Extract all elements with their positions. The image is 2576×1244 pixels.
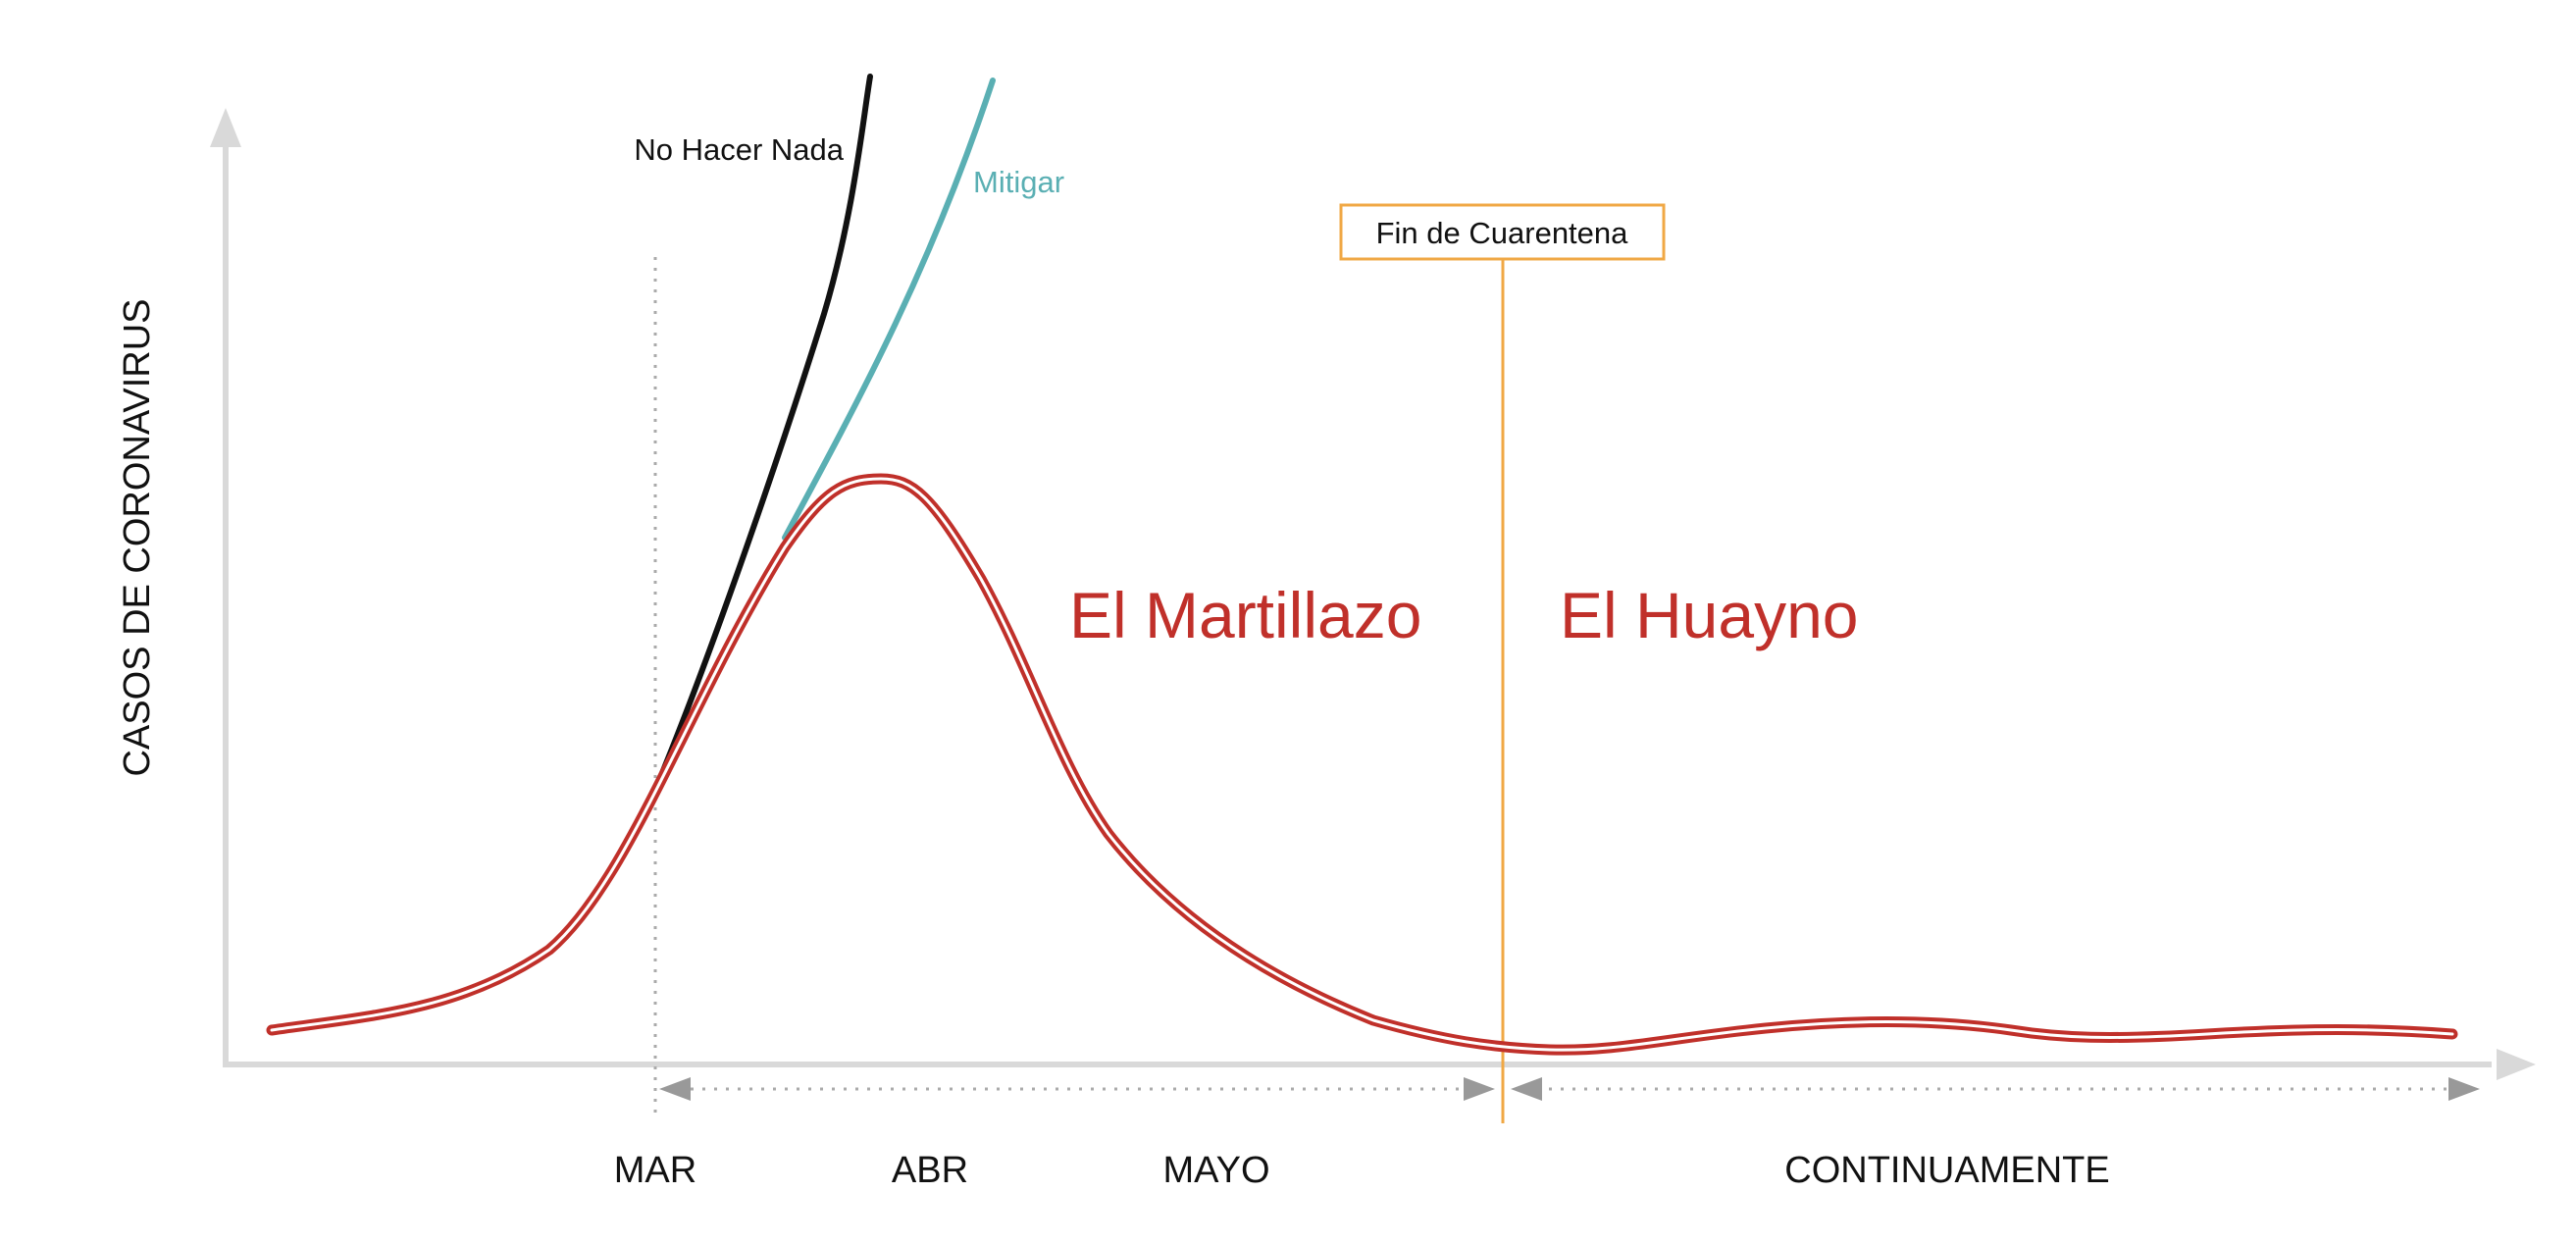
- dance-label: El Huayno: [1560, 579, 1859, 651]
- y-axis-arrow: [210, 108, 241, 147]
- mitigate-label: Mitigar: [973, 165, 1064, 199]
- hammer-label: El Martillazo: [1069, 579, 1421, 651]
- x-axis-arrow: [2497, 1049, 2536, 1080]
- hammer-arrow-right-head: [1464, 1077, 1495, 1101]
- do-nothing-curve: [652, 74, 873, 793]
- ongoing-label: CONTINUAMENTE: [1784, 1150, 2109, 1191]
- dance-arrow-right-head: [2448, 1077, 2480, 1101]
- do-nothing-label: No Hacer Nada: [634, 132, 844, 167]
- suppression-curve-inner: [270, 477, 2454, 1052]
- hammer-arrow-left-head: [659, 1077, 691, 1101]
- month-label-abr: ABR: [892, 1150, 968, 1191]
- dance-arrow-left-head: [1511, 1077, 1542, 1101]
- month-label-mar: MAR: [614, 1150, 696, 1191]
- y-axis-label: CASOS DE CORONAVIRUS: [117, 298, 158, 776]
- month-label-mayo: MAYO: [1162, 1150, 1269, 1191]
- end-quarantine-label: Fin de Cuarentena: [1376, 216, 1629, 250]
- mitigate-curve: [782, 78, 996, 541]
- end-quarantine-box: [1339, 203, 1666, 261]
- suppression-curve-outline: [266, 473, 2458, 1056]
